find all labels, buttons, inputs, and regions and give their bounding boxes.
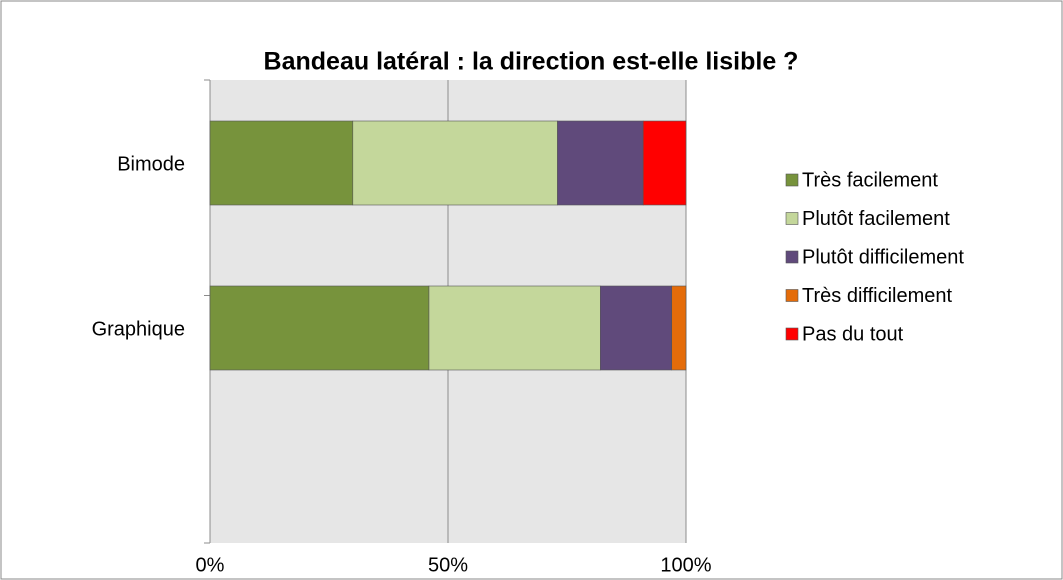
bar-segment xyxy=(428,285,601,371)
bar-segment xyxy=(600,285,673,371)
bar-segment xyxy=(209,120,354,206)
legend-swatch xyxy=(785,212,799,225)
bar-segment xyxy=(557,120,644,206)
legend-swatch xyxy=(785,327,799,341)
legend-label: Très facilement xyxy=(802,169,938,191)
legend-label: Plutôt facilement xyxy=(802,208,950,230)
x-tick-label: 0% xyxy=(196,554,225,576)
chart-title: Bandeau latéral : la direction est-elle … xyxy=(264,48,799,76)
y-tick-label: Graphique xyxy=(92,318,185,340)
legend-swatch xyxy=(785,289,799,302)
legend-label: Très difficilement xyxy=(802,285,952,307)
x-tick-label: 50% xyxy=(428,554,468,576)
bar-segment xyxy=(671,285,687,371)
legend-swatch xyxy=(785,173,799,187)
legend-label: Plutôt difficilement xyxy=(802,246,964,268)
bar-segment xyxy=(209,285,430,371)
x-tick-label: 100% xyxy=(660,554,711,576)
legend-swatch xyxy=(785,250,799,264)
bar-segment xyxy=(352,120,558,206)
legend-label: Pas du tout xyxy=(802,323,904,345)
bar-segment xyxy=(642,120,687,206)
y-tick-label: Bimode xyxy=(117,153,185,175)
